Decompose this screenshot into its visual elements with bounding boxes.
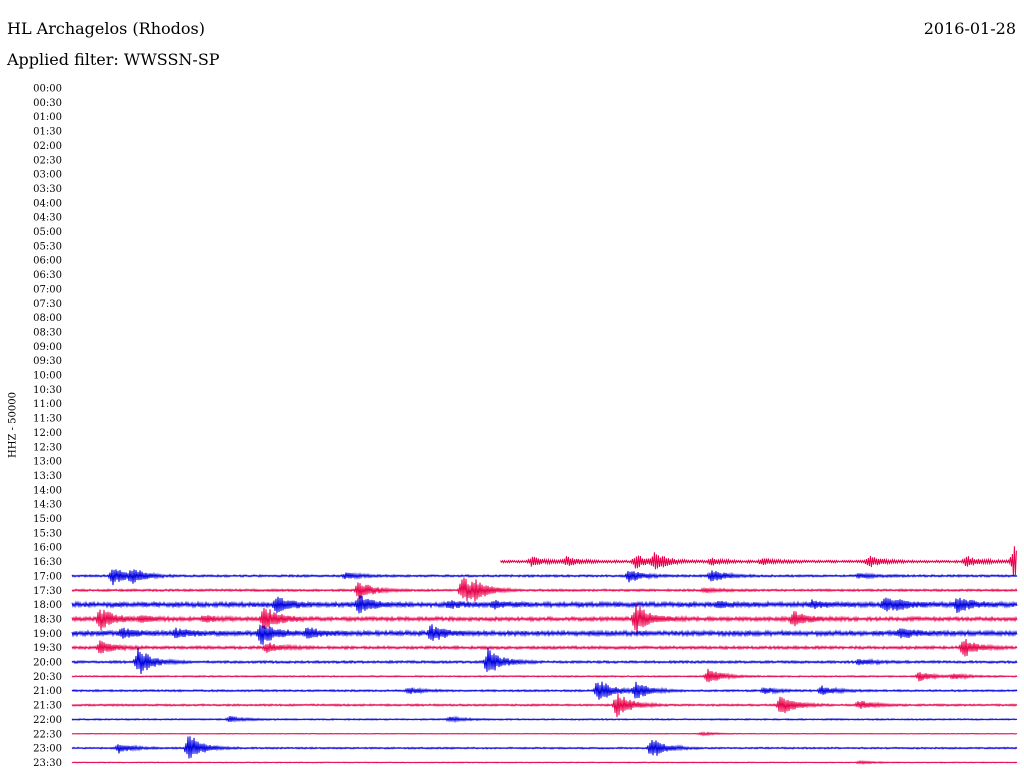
time-tick-label: 16:30 bbox=[33, 557, 62, 568]
time-tick-label: 22:30 bbox=[33, 729, 62, 740]
seismic-trace-2330 bbox=[71, 759, 1018, 765]
time-tick-label: 03:30 bbox=[33, 184, 62, 195]
time-tick-label: 07:30 bbox=[33, 299, 62, 310]
time-tick-label: 11:00 bbox=[33, 399, 62, 410]
seismic-traces bbox=[71, 546, 1018, 765]
time-tick-label: 10:00 bbox=[33, 371, 62, 382]
time-tick-label: 18:30 bbox=[33, 614, 62, 625]
seismic-trace-1800 bbox=[71, 595, 1018, 614]
time-tick-label: 22:00 bbox=[33, 715, 62, 726]
seismic-trace-1630 bbox=[499, 546, 1017, 576]
time-tick-label: 18:00 bbox=[33, 600, 62, 611]
seismic-trace-1900 bbox=[71, 624, 1018, 645]
time-tick-label: 11:30 bbox=[33, 414, 62, 425]
time-tick-label: 00:30 bbox=[33, 98, 62, 109]
time-tick-label: 04:30 bbox=[33, 213, 62, 224]
time-tick-label: 09:00 bbox=[33, 342, 62, 353]
seismic-trace-1830 bbox=[71, 604, 1018, 635]
time-tick-label: 05:30 bbox=[33, 241, 62, 252]
seismic-trace-2200 bbox=[71, 715, 1018, 724]
time-tick-label: 08:00 bbox=[33, 313, 62, 324]
time-tick-label: 21:30 bbox=[33, 701, 62, 712]
time-tick-label: 13:00 bbox=[33, 457, 62, 468]
time-tick-label: 06:30 bbox=[33, 270, 62, 281]
time-tick-label: 14:00 bbox=[33, 485, 62, 496]
time-tick-label: 13:30 bbox=[33, 471, 62, 482]
applied-filter: Applied filter: WWSSN-SP bbox=[7, 50, 220, 69]
seismic-trace-1930 bbox=[71, 639, 1018, 657]
time-tick-label: 02:30 bbox=[33, 155, 62, 166]
time-tick-label: 17:30 bbox=[33, 586, 62, 597]
time-tick-label: 19:00 bbox=[33, 629, 62, 640]
time-tick-label: 19:30 bbox=[33, 643, 62, 654]
time-tick-labels: 00:00 00:30 01:00 01:30 02:00 02:30 03:00 03:30… bbox=[33, 84, 62, 769]
time-tick-label: 23:00 bbox=[33, 744, 62, 755]
time-tick-label: 05:00 bbox=[33, 227, 62, 238]
time-tick-label: 01:30 bbox=[33, 127, 62, 138]
time-tick-label: 02:00 bbox=[33, 141, 62, 152]
seismic-trace-2100 bbox=[71, 681, 1018, 700]
time-tick-label: 16:00 bbox=[33, 543, 62, 554]
time-tick-label: 01:00 bbox=[33, 112, 62, 123]
seismic-trace-2300 bbox=[71, 736, 1018, 759]
time-tick-label: 08:30 bbox=[33, 327, 62, 338]
time-tick-label: 03:00 bbox=[33, 170, 62, 181]
seismic-trace-1730 bbox=[71, 577, 1018, 602]
station-title: HL Archagelos (Rhodos) bbox=[7, 19, 205, 38]
seismic-trace-1700 bbox=[71, 569, 1018, 586]
time-tick-label: 04:00 bbox=[33, 198, 62, 209]
time-tick-label: 20:00 bbox=[33, 658, 62, 669]
seismic-trace-2000 bbox=[71, 648, 1018, 674]
time-tick-label: 12:00 bbox=[33, 428, 62, 439]
seismic-trace-2230 bbox=[71, 731, 1018, 737]
time-tick-label: 10:30 bbox=[33, 385, 62, 396]
seismic-trace-2030 bbox=[71, 668, 1018, 683]
time-tick-label: 12:30 bbox=[33, 442, 62, 453]
time-tick-label: 17:00 bbox=[33, 571, 62, 582]
time-tick-label: 20:30 bbox=[33, 672, 62, 683]
time-tick-label: 14:30 bbox=[33, 500, 62, 511]
time-tick-label: 07:00 bbox=[33, 284, 62, 295]
time-tick-label: 06:00 bbox=[33, 256, 62, 267]
time-tick-label: 21:00 bbox=[33, 686, 62, 697]
trace-date: 2016-01-28 bbox=[923, 19, 1016, 38]
time-tick-label: 23:30 bbox=[33, 758, 62, 769]
time-tick-label: 09:30 bbox=[33, 356, 62, 367]
time-tick-label: 15:00 bbox=[33, 514, 62, 525]
seismic-trace-2130 bbox=[71, 693, 1018, 718]
time-tick-label: 15:30 bbox=[33, 528, 62, 539]
time-tick-label: 00:00 bbox=[33, 84, 62, 95]
